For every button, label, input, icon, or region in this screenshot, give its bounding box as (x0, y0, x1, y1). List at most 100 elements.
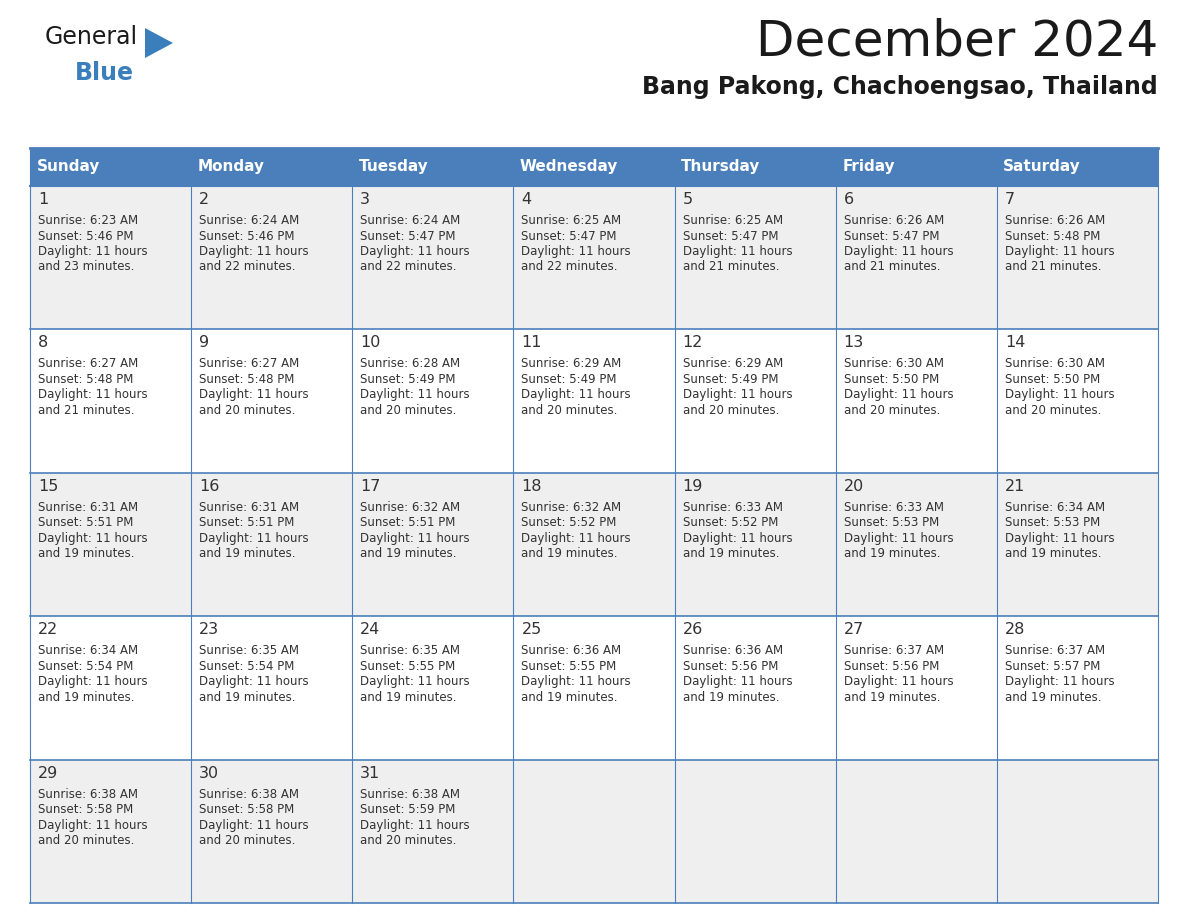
Text: Sunrise: 6:34 AM: Sunrise: 6:34 AM (38, 644, 138, 657)
Text: Sunrise: 6:29 AM: Sunrise: 6:29 AM (522, 357, 621, 370)
Text: 21: 21 (1005, 479, 1025, 494)
Text: Sunset: 5:57 PM: Sunset: 5:57 PM (1005, 660, 1100, 673)
Text: 13: 13 (843, 335, 864, 351)
Text: Sunset: 5:51 PM: Sunset: 5:51 PM (360, 516, 456, 530)
Text: Sunrise: 6:35 AM: Sunrise: 6:35 AM (200, 644, 299, 657)
Text: Sunset: 5:56 PM: Sunset: 5:56 PM (843, 660, 939, 673)
Text: Sunrise: 6:26 AM: Sunrise: 6:26 AM (1005, 214, 1105, 227)
Bar (513, 148, 675, 186)
Text: and 20 minutes.: and 20 minutes. (360, 404, 456, 417)
Text: Daylight: 11 hours: Daylight: 11 hours (200, 388, 309, 401)
Text: Saturday: Saturday (1004, 160, 1081, 174)
Text: Monday: Monday (197, 160, 265, 174)
Bar (191, 148, 353, 186)
Text: Sunrise: 6:34 AM: Sunrise: 6:34 AM (1005, 501, 1105, 514)
Text: Daylight: 11 hours: Daylight: 11 hours (843, 245, 953, 258)
Text: 7: 7 (1005, 192, 1015, 207)
Text: and 21 minutes.: and 21 minutes. (683, 261, 779, 274)
Text: 23: 23 (200, 622, 220, 637)
Bar (353, 148, 513, 186)
Text: 16: 16 (200, 479, 220, 494)
Text: Daylight: 11 hours: Daylight: 11 hours (200, 245, 309, 258)
Text: and 19 minutes.: and 19 minutes. (38, 547, 134, 560)
Text: and 19 minutes.: and 19 minutes. (200, 547, 296, 560)
Text: Sunset: 5:53 PM: Sunset: 5:53 PM (843, 516, 939, 530)
Text: Sunset: 5:52 PM: Sunset: 5:52 PM (522, 516, 617, 530)
Bar (30, 330, 1158, 473)
Text: Tuesday: Tuesday (359, 160, 429, 174)
Text: Sunset: 5:50 PM: Sunset: 5:50 PM (843, 373, 939, 386)
Text: Sunrise: 6:38 AM: Sunrise: 6:38 AM (200, 788, 299, 800)
Text: Daylight: 11 hours: Daylight: 11 hours (38, 245, 147, 258)
Text: Daylight: 11 hours: Daylight: 11 hours (38, 388, 147, 401)
Text: Sunset: 5:56 PM: Sunset: 5:56 PM (683, 660, 778, 673)
Text: 14: 14 (1005, 335, 1025, 351)
Text: 3: 3 (360, 192, 371, 207)
Text: Sunset: 5:52 PM: Sunset: 5:52 PM (683, 516, 778, 530)
Text: and 20 minutes.: and 20 minutes. (1005, 404, 1101, 417)
Text: Sunrise: 6:32 AM: Sunrise: 6:32 AM (522, 501, 621, 514)
Text: Daylight: 11 hours: Daylight: 11 hours (360, 819, 470, 832)
Text: 28: 28 (1005, 622, 1025, 637)
Bar (30, 616, 1158, 759)
Text: 30: 30 (200, 766, 220, 780)
Text: Daylight: 11 hours: Daylight: 11 hours (1005, 532, 1114, 544)
Text: Daylight: 11 hours: Daylight: 11 hours (200, 819, 309, 832)
Text: Sunset: 5:48 PM: Sunset: 5:48 PM (1005, 230, 1100, 242)
Text: Daylight: 11 hours: Daylight: 11 hours (522, 532, 631, 544)
Text: and 19 minutes.: and 19 minutes. (683, 547, 779, 560)
Text: and 19 minutes.: and 19 minutes. (200, 690, 296, 704)
Text: Thursday: Thursday (681, 160, 760, 174)
Text: and 20 minutes.: and 20 minutes. (200, 834, 296, 847)
Text: Daylight: 11 hours: Daylight: 11 hours (843, 676, 953, 688)
Text: Daylight: 11 hours: Daylight: 11 hours (843, 532, 953, 544)
Text: 2: 2 (200, 192, 209, 207)
Text: Sunrise: 6:25 AM: Sunrise: 6:25 AM (522, 214, 621, 227)
Text: and 19 minutes.: and 19 minutes. (1005, 690, 1101, 704)
Text: Daylight: 11 hours: Daylight: 11 hours (38, 819, 147, 832)
Text: Sunrise: 6:30 AM: Sunrise: 6:30 AM (843, 357, 943, 370)
Text: Sunset: 5:47 PM: Sunset: 5:47 PM (843, 230, 940, 242)
Text: and 22 minutes.: and 22 minutes. (522, 261, 618, 274)
Text: Friday: Friday (842, 160, 895, 174)
Text: and 19 minutes.: and 19 minutes. (522, 547, 618, 560)
Text: Daylight: 11 hours: Daylight: 11 hours (360, 676, 470, 688)
Text: and 19 minutes.: and 19 minutes. (1005, 547, 1101, 560)
Text: Sunset: 5:55 PM: Sunset: 5:55 PM (522, 660, 617, 673)
Text: and 20 minutes.: and 20 minutes. (522, 404, 618, 417)
Bar (997, 148, 1158, 186)
Text: Daylight: 11 hours: Daylight: 11 hours (360, 245, 470, 258)
Text: Sunset: 5:59 PM: Sunset: 5:59 PM (360, 803, 456, 816)
Text: Sunset: 5:47 PM: Sunset: 5:47 PM (683, 230, 778, 242)
Text: 11: 11 (522, 335, 542, 351)
Text: 20: 20 (843, 479, 864, 494)
Text: and 20 minutes.: and 20 minutes. (843, 404, 940, 417)
Text: and 22 minutes.: and 22 minutes. (200, 261, 296, 274)
Text: and 21 minutes.: and 21 minutes. (38, 404, 134, 417)
Text: Sunset: 5:51 PM: Sunset: 5:51 PM (200, 516, 295, 530)
Text: Sunrise: 6:23 AM: Sunrise: 6:23 AM (38, 214, 138, 227)
Text: Daylight: 11 hours: Daylight: 11 hours (683, 388, 792, 401)
Text: Sunrise: 6:30 AM: Sunrise: 6:30 AM (1005, 357, 1105, 370)
Text: Sunset: 5:47 PM: Sunset: 5:47 PM (522, 230, 617, 242)
Bar (835, 148, 997, 186)
Text: General: General (45, 25, 138, 49)
Text: Daylight: 11 hours: Daylight: 11 hours (1005, 245, 1114, 258)
Text: 10: 10 (360, 335, 380, 351)
Text: 26: 26 (683, 622, 703, 637)
Text: Daylight: 11 hours: Daylight: 11 hours (200, 532, 309, 544)
Text: Sunrise: 6:27 AM: Sunrise: 6:27 AM (200, 357, 299, 370)
Text: December 2024: December 2024 (756, 18, 1158, 66)
Text: Sunrise: 6:24 AM: Sunrise: 6:24 AM (200, 214, 299, 227)
Text: Sunset: 5:46 PM: Sunset: 5:46 PM (38, 230, 133, 242)
Text: Sunset: 5:48 PM: Sunset: 5:48 PM (200, 373, 295, 386)
Text: 22: 22 (38, 622, 58, 637)
Text: Sunday: Sunday (37, 160, 100, 174)
Text: 8: 8 (38, 335, 49, 351)
Text: Sunrise: 6:36 AM: Sunrise: 6:36 AM (683, 644, 783, 657)
Text: Sunset: 5:55 PM: Sunset: 5:55 PM (360, 660, 455, 673)
Bar (675, 148, 835, 186)
Text: 6: 6 (843, 192, 854, 207)
Text: 24: 24 (360, 622, 380, 637)
Text: Sunset: 5:46 PM: Sunset: 5:46 PM (200, 230, 295, 242)
